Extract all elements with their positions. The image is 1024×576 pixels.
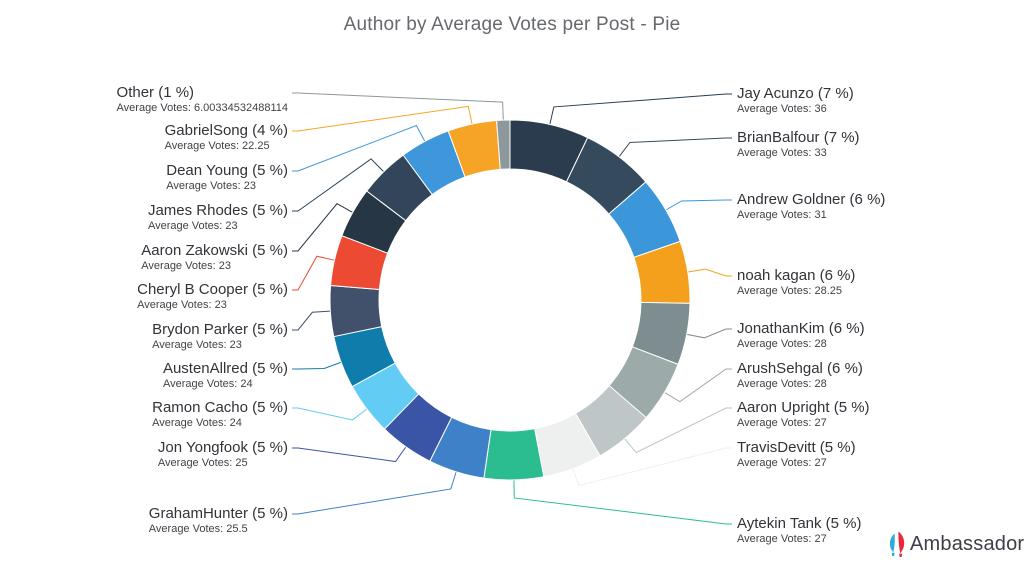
slice-label-travisdevitt: TravisDevitt (5 %) Average Votes: 27 (737, 440, 856, 470)
slice-label-brydon-parker: Brydon Parker (5 %) Average Votes: 23 (152, 322, 288, 352)
slice-label-avg-votes: Average Votes: 23 (141, 260, 231, 272)
chart-title: Author by Average Votes per Post - Pie (343, 14, 681, 35)
connector-cheryl-b-cooper (292, 255, 335, 291)
slice-label-avg-votes: Average Votes: 28 (737, 338, 827, 350)
slice-label-name: noah kagan (6 %) (737, 267, 856, 284)
slice-label-avg-votes: Average Votes: 28 (737, 378, 827, 390)
slice-label-name: Ramon Cacho (5 %) (152, 399, 288, 416)
slice-label-name: BrianBalfour (7 %) (737, 129, 860, 146)
slice-label-avg-votes: Average Votes: 22.25 (164, 140, 270, 152)
slice-label-aaron-zakowski: Aaron Zakowski (5 %) Average Votes: 23 (141, 243, 288, 273)
slice-label-avg-votes: Average Votes: 31 (737, 209, 827, 221)
connector-lines (292, 92, 732, 525)
slice-label-avg-votes: Average Votes: 24 (162, 378, 253, 390)
connector-dean-young (292, 124, 426, 172)
slice-label-name: Aytekin Tank (5 %) (737, 515, 862, 532)
slice-label-cheryl-b-cooper: Cheryl B Cooper (5 %) Average Votes: 23 (137, 282, 288, 312)
slice-label-gabrielsong: GabrielSong (4 %) Average Votes: 22.25 (165, 123, 288, 153)
slice-label-brianbalfour: BrianBalfour (7 %) Average Votes: 33 (737, 130, 860, 160)
slice-label-austenallred: AustenAllred (5 %) Average Votes: 24 (163, 361, 288, 391)
ambassador-logo-text: Ambassador (910, 532, 1024, 555)
connector-jonathankim (686, 328, 732, 339)
slice-label-jay-acunzo: Jay Acunzo (7 %) Average Votes: 36 (737, 86, 854, 116)
slice-label-name: GabrielSong (4 %) (164, 122, 288, 139)
slice-label-avg-votes: Average Votes: 23 (137, 299, 227, 311)
slice-label-avg-votes: Average Votes: 27 (737, 533, 827, 545)
slice-label-avg-votes: Average Votes: 23 (147, 220, 238, 232)
connector-arushsehgal (664, 368, 732, 403)
slice-label-name: ArushSehgal (6 %) (737, 360, 863, 377)
connector-brianbalfour (618, 137, 732, 158)
pie-slice-other[interactable] (496, 119, 511, 170)
slice-label-name: Dean Young (5 %) (166, 162, 288, 179)
slice-label-name: Andrew Goldner (6 %) (737, 191, 886, 208)
slice-label-name: JonathanKim (6 %) (737, 320, 865, 337)
slice-label-jon-yongfook: Jon Yongfook (5 %) Average Votes: 25 (158, 440, 288, 470)
slice-label-name: Aaron Zakowski (5 %) (141, 242, 288, 259)
slice-label-avg-votes: Average Votes: 23 (152, 339, 242, 351)
slice-label-avg-votes: Average Votes: 23 (166, 180, 256, 192)
slice-label-avg-votes: Average Votes: 6.00334532488114 (116, 102, 288, 114)
slice-label-avg-votes: Average Votes: 33 (737, 147, 827, 159)
slice-label-noah-kagan: noah kagan (6 %) Average Votes: 28.25 (737, 268, 855, 298)
slice-label-avg-votes: Average Votes: 36 (737, 103, 827, 115)
slice-label-avg-votes: Average Votes: 27 (737, 457, 827, 469)
slice-label-name: GrahamHunter (5 %) (148, 505, 288, 522)
slice-label-avg-votes: Average Votes: 28.25 (737, 285, 842, 297)
slice-label-name: Other (1 %) (116, 84, 195, 101)
slice-label-name: Jon Yongfook (5 %) (157, 439, 288, 456)
slice-label-name: AustenAllred (5 %) (162, 360, 288, 377)
connector-grahamhunter (292, 471, 457, 515)
slice-label-name: Aaron Upright (5 %) (737, 399, 870, 416)
slice-label-dean-young: Dean Young (5 %) Average Votes: 23 (166, 163, 288, 193)
connector-austenallred (292, 361, 342, 370)
slice-label-jonathankim: JonathanKim (6 %) Average Votes: 28 (737, 321, 865, 351)
connector-andrew-goldner (665, 199, 732, 211)
slice-label-avg-votes: Average Votes: 25.5 (148, 523, 248, 535)
connector-other (292, 92, 504, 121)
pie-slice-aytekin-tank[interactable] (483, 428, 545, 481)
connector-ramon-cacho (292, 407, 368, 421)
ambassador-logo: Ambassador (886, 531, 1024, 557)
slice-label-avg-votes: Average Votes: 24 (152, 417, 242, 429)
ambassador-logo-icon (889, 531, 905, 557)
connector-aaron-upright (624, 407, 732, 454)
slice-label-james-rhodes: James Rhodes (5 %) Average Votes: 23 (148, 203, 288, 233)
slice-label-aaron-upright: Aaron Upright (5 %) Average Votes: 27 (737, 400, 870, 430)
slice-label-ramon-cacho: Ramon Cacho (5 %) Average Votes: 24 (152, 400, 288, 430)
connector-aytekin-tank (513, 479, 732, 525)
connector-gabrielsong (292, 105, 473, 132)
slice-label-name: Brydon Parker (5 %) (152, 321, 288, 338)
slice-label-name: Jay Acunzo (7 %) (737, 85, 854, 102)
slice-label-avg-votes: Average Votes: 27 (737, 417, 827, 429)
connector-noah-kagan (687, 268, 732, 277)
connector-jon-yongfook (292, 446, 407, 463)
connector-jay-acunzo (549, 93, 732, 125)
slice-label-aytekin-tank: Aytekin Tank (5 %) Average Votes: 27 (737, 516, 862, 546)
connector-aaron-zakowski (292, 203, 353, 252)
connector-brydon-parker (292, 310, 331, 331)
slice-label-grahamhunter: GrahamHunter (5 %) Average Votes: 25.5 (149, 506, 288, 536)
pie-slices (329, 119, 691, 481)
slice-label-other: Other (1 %) Average Votes: 6.003345324881… (117, 85, 288, 115)
connector-travisdevitt (572, 447, 732, 487)
connector-james-rhodes (292, 158, 385, 212)
slice-label-andrew-goldner: Andrew Goldner (6 %) Average Votes: 31 (737, 192, 885, 222)
slice-label-name: Cheryl B Cooper (5 %) (137, 281, 288, 298)
slice-label-avg-votes: Average Votes: 25 (157, 457, 248, 469)
slice-label-name: TravisDevitt (5 %) (737, 439, 856, 456)
slice-label-arushsehgal: ArushSehgal (6 %) Average Votes: 28 (737, 361, 863, 391)
slice-label-name: James Rhodes (5 %) (147, 202, 288, 219)
